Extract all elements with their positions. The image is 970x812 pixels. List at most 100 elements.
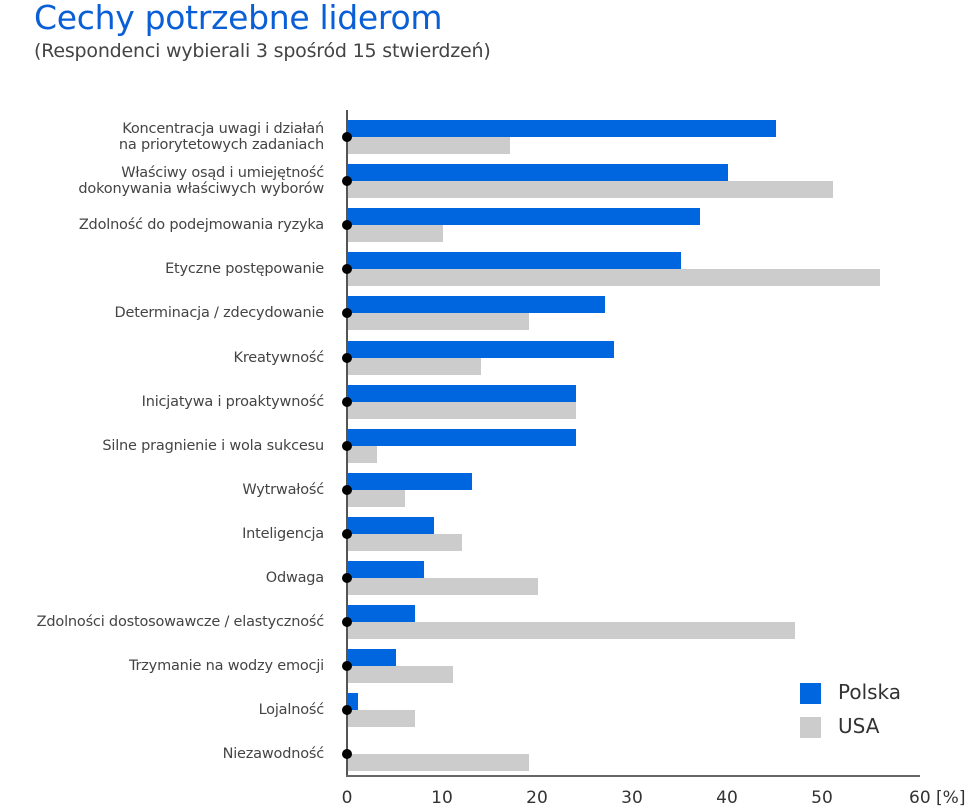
chart-title: Cechy potrzebne liderom [34, 0, 443, 37]
legend-label-polska: Polska [838, 680, 902, 704]
table-row: Kreatywność [0, 340, 970, 385]
category-label: Kreatywność [233, 349, 325, 366]
bar-usa [348, 710, 415, 728]
table-row: Zdolności dostosowawcze / elastyczność [0, 605, 970, 649]
category-label: Inteligencja [242, 526, 324, 542]
category-label-line1: Kreatywność [233, 349, 325, 366]
table-row: Determinacja / zdecydowanie [0, 296, 970, 340]
bar-usa [348, 269, 880, 287]
table-row: Lojalność [0, 693, 970, 737]
bar-usa [348, 533, 462, 551]
table-row: Odwaga [0, 561, 970, 605]
bar-usa [348, 181, 833, 199]
category-label: Zdolność do podejmowania ryzyka [79, 217, 324, 233]
category-label-line2: dokonywania właściwych wyborów [78, 181, 324, 198]
bar-polska [348, 208, 700, 226]
category-label-line1: Zdolność do podejmowania ryzyka [78, 217, 324, 234]
category-label-line1: Determinacja / zdecydowanie [114, 305, 325, 322]
category-label: Właściwy osąd i umiejętność dokonywania w… [78, 165, 324, 197]
axis-marker-dot [342, 440, 352, 451]
bar-usa [348, 578, 538, 595]
bar-usa [348, 754, 529, 772]
bar-usa [348, 137, 510, 154]
axis-marker-dot [342, 352, 352, 363]
chart-subtitle: (Respondenci wybierali 3 spośród 15 stwi… [34, 40, 491, 62]
bar-polska [348, 164, 728, 182]
bar-usa [348, 489, 405, 507]
category-label: Zdolności dostosowawcze / elastyczność [36, 614, 325, 631]
bar-polska [348, 428, 576, 446]
bar-usa [348, 313, 529, 331]
bar-usa [348, 445, 377, 463]
table-row: Wytrwałość [0, 472, 970, 517]
x-tick-label: 60 [%] [909, 788, 966, 808]
category-label-line1: Właściwy osąd i umiejętność [121, 165, 324, 182]
bar-polska [348, 472, 472, 490]
category-label-line1: Koncentracja uwagi i działań [122, 121, 324, 137]
category-label: Determinacja / zdecydowanie [114, 305, 325, 322]
bar-usa [348, 666, 453, 684]
bar-usa [348, 225, 443, 243]
category-label: Odwaga [266, 570, 324, 586]
axis-marker-dot [342, 573, 352, 583]
bar-polska [348, 252, 681, 270]
legend-swatch-polska [800, 683, 821, 704]
legend-swatch-usa [800, 717, 821, 738]
category-label-line1: Zdolności dostosowawcze / elastyczność [36, 614, 325, 631]
axis-marker-dot [342, 749, 352, 760]
bar-polska [348, 120, 776, 137]
bar-usa [348, 357, 481, 375]
bar-polska [348, 296, 605, 314]
table-row: Inteligencja [0, 516, 970, 561]
category-label: Lojalność [258, 702, 325, 719]
x-axis-line [346, 775, 920, 777]
category-label-line1: Trzymanie na wodzy emocji [128, 658, 324, 675]
axis-marker-dot [342, 132, 352, 142]
bar-polska [348, 561, 424, 578]
category-label: Trzymanie na wodzy emocji [129, 658, 324, 674]
category-label-line1: Etyczne postępowanie [165, 261, 324, 278]
bar-polska [348, 384, 576, 402]
table-row: Zdolność do podejmowania ryzyka [0, 208, 970, 252]
table-row: Niezawodność [0, 737, 970, 781]
x-tick-label: 40 [716, 788, 738, 808]
table-row: Etyczne postępowanie [0, 252, 970, 296]
axis-marker-dot [342, 220, 352, 231]
category-label: Niezawodność [222, 746, 325, 763]
category-label: Koncentracja uwagi i działań na priorytet… [119, 121, 324, 153]
category-label-line1: Wytrwałość [242, 481, 324, 498]
category-label: Wytrwałość [242, 482, 324, 498]
bar-polska [348, 649, 396, 667]
x-tick-label: 10 [431, 788, 453, 808]
axis-marker-dot [342, 528, 352, 539]
axis-marker-dot [342, 396, 352, 407]
category-label-line1: Silne pragnienie i wola sukcesu [102, 437, 324, 454]
category-label-line1: Odwaga [265, 570, 324, 586]
bar-polska [348, 340, 614, 358]
table-row: Inicjatywa i proaktywność [0, 384, 970, 429]
axis-marker-dot [342, 264, 352, 275]
category-label: Etyczne postępowanie [165, 261, 324, 277]
bar-polska [348, 605, 415, 623]
category-label-line1: Niezawodność [222, 746, 325, 763]
bar-polska [348, 693, 358, 711]
category-label: Silne pragnienie i wola sukcesu [102, 438, 324, 454]
category-label-line1: Inteligencja [242, 525, 324, 542]
x-tick-label: 20 [526, 788, 548, 808]
table-row: Trzymanie na wodzy emocji [0, 649, 970, 693]
category-label: Inicjatywa i proaktywność [142, 394, 325, 410]
axis-marker-dot [342, 308, 352, 319]
x-tick-label: 50 [811, 788, 833, 808]
legend-label-usa: USA [838, 714, 880, 738]
bar-polska [348, 516, 434, 534]
category-label-line2: na priorytetowych zadaniach [118, 137, 324, 153]
axis-marker-dot [342, 661, 352, 672]
bar-usa [348, 401, 576, 419]
category-label-line1: Lojalność [258, 702, 325, 719]
x-tick-label: 0 [341, 788, 353, 808]
axis-marker-dot [342, 617, 352, 628]
bar-usa [348, 622, 795, 640]
table-row: Silne pragnienie i wola sukcesu [0, 428, 970, 473]
x-tick-label: 30 [621, 788, 643, 808]
